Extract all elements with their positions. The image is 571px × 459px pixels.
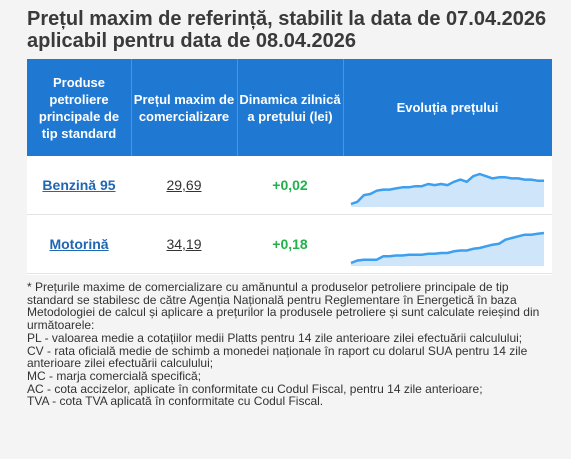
sparkline-area bbox=[351, 233, 544, 266]
title-line-2: aplicabil pentru data de 08.04.2026 bbox=[27, 30, 357, 52]
product-cell: Benzină 95 bbox=[27, 156, 131, 214]
sparkline-line bbox=[350, 231, 545, 265]
sparkline-cell bbox=[343, 215, 552, 273]
footnote-line: standard se stabilesc de către Agenția N… bbox=[27, 292, 517, 307]
footnote-line: CV - rata oficială medie de schimb a mon… bbox=[27, 343, 528, 358]
daily-dynamic-value: +0,02 bbox=[272, 177, 308, 193]
price-sparkline-benzina-95 bbox=[350, 172, 544, 207]
footnote-line: TVA - cota TVA aplicată în conformitate … bbox=[27, 394, 324, 409]
sparkline-line bbox=[350, 172, 544, 206]
column-divider bbox=[237, 59, 238, 156]
product-cell: Motorină bbox=[27, 215, 131, 273]
sparkline-area bbox=[351, 174, 544, 207]
footnote-line: * Prețurile maxime de comercializare cu … bbox=[27, 280, 509, 294]
footnote-line: următoarele: bbox=[27, 318, 95, 333]
product-link-motorina[interactable]: Motorină bbox=[49, 236, 109, 252]
price-table: Produse petroliere principale de tip sta… bbox=[27, 59, 552, 275]
column-header-daily-dynamic: Dinamica zilnică a prețului (lei) bbox=[239, 91, 341, 124]
max-price-value: 29,69 bbox=[166, 177, 202, 193]
price-cell: 29,69 bbox=[131, 156, 237, 214]
dynamic-cell: +0,18 bbox=[237, 215, 343, 273]
column-divider bbox=[343, 59, 344, 156]
price-cell: 34,19 bbox=[131, 215, 237, 273]
dynamic-cell: +0,02 bbox=[237, 156, 343, 214]
column-header-price-evolution: Evoluția prețului bbox=[396, 100, 499, 115]
product-link-benzina-95[interactable]: Benzină 95 bbox=[42, 177, 116, 193]
price-sparkline-motorina bbox=[350, 231, 545, 266]
sparkline-cell bbox=[343, 156, 552, 214]
footnote-line: anterioare zilei efectuării calculului; bbox=[27, 356, 214, 371]
page-title: Prețul maxim de referință, stabilit la d… bbox=[27, 8, 557, 52]
column-divider bbox=[131, 59, 132, 156]
column-header-product: Produse petroliere principale de tip sta… bbox=[38, 74, 120, 141]
table-header: Produse petroliere principale de tip sta… bbox=[27, 59, 552, 156]
table-row: Motorină 34,19 +0,18 bbox=[27, 215, 552, 274]
footnote-line: PL - valoarea medie a cotațiilor medii P… bbox=[27, 330, 523, 345]
footnote-line: MC - marja comercială specifică; bbox=[27, 368, 202, 383]
title-line-1: Prețul maxim de referință, stabilit la d… bbox=[27, 8, 547, 30]
table-row: Benzină 95 29,69 +0,02 bbox=[27, 156, 552, 215]
footnotes: * Prețurile maxime de comercializare cu … bbox=[27, 281, 557, 408]
footnote-line: AC - cota accizelor, aplicate în conform… bbox=[27, 381, 483, 396]
footnote-line: Metodologiei de calcul și aplicare a pre… bbox=[27, 305, 540, 320]
daily-dynamic-value: +0,18 bbox=[272, 236, 308, 252]
max-price-value: 34,19 bbox=[166, 236, 202, 252]
column-header-max-price: Prețul maxim de comercializare bbox=[133, 91, 235, 124]
